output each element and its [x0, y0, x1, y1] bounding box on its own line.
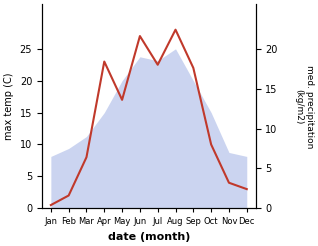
X-axis label: date (month): date (month)	[107, 232, 190, 242]
Y-axis label: max temp (C): max temp (C)	[4, 73, 14, 140]
Y-axis label: med. precipitation
(kg/m2): med. precipitation (kg/m2)	[294, 64, 314, 148]
